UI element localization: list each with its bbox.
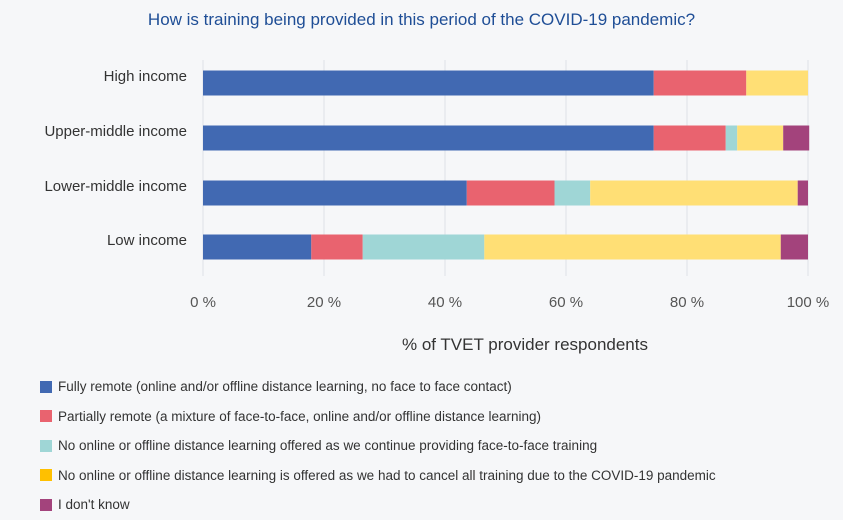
bar-segment bbox=[484, 234, 781, 260]
bar-segment bbox=[311, 234, 363, 260]
bar-segment bbox=[653, 125, 726, 151]
x-tick-label: 100 % bbox=[787, 294, 830, 311]
bar-segment bbox=[554, 180, 591, 206]
legend-label: No online or offline distance learning i… bbox=[58, 467, 716, 483]
bar-segment bbox=[466, 180, 555, 206]
bar-segment bbox=[362, 234, 485, 260]
legend-item: I don't know bbox=[40, 490, 716, 520]
legend-item: Partially remote (a mixture of face-to-f… bbox=[40, 402, 716, 432]
bar-segment bbox=[746, 70, 808, 96]
bar-segment bbox=[653, 70, 747, 96]
bar-segment bbox=[203, 70, 654, 96]
chart-title: How is training being provided in this p… bbox=[147, 10, 696, 29]
legend-swatch bbox=[40, 498, 52, 511]
legend-label: No online or offline distance learning o… bbox=[58, 438, 598, 454]
bar-segment bbox=[783, 125, 810, 151]
x-tick-labels: 0 % 20 % 40 % 60 % 80 % 100 % bbox=[190, 294, 829, 311]
x-tick-label: 20 % bbox=[307, 294, 341, 311]
legend-label: Partially remote (a mixture of face-to-f… bbox=[58, 408, 541, 424]
bar-segment bbox=[797, 180, 808, 206]
bars bbox=[203, 70, 810, 260]
category-label: Lower-middle income bbox=[44, 178, 187, 195]
bar-segment bbox=[590, 180, 798, 206]
legend-swatch bbox=[40, 410, 52, 423]
category-label: Upper-middle income bbox=[44, 123, 187, 140]
bar-segment bbox=[737, 125, 784, 151]
legend-item: No online or offline distance learning o… bbox=[40, 431, 716, 461]
bar-segment bbox=[203, 234, 312, 260]
x-tick-label: 40 % bbox=[428, 294, 462, 311]
bar-segment bbox=[203, 180, 467, 206]
legend-swatch bbox=[40, 469, 52, 482]
x-tick-label: 60 % bbox=[549, 294, 583, 311]
legend-item: Fully remote (online and/or offline dist… bbox=[40, 372, 716, 402]
category-label: High income bbox=[104, 68, 187, 85]
category-label: Low income bbox=[107, 232, 187, 249]
category-labels: High income Upper-middle income Lower-midd… bbox=[44, 68, 187, 249]
legend-label: I don't know bbox=[58, 497, 130, 513]
legend-item: No online or offline distance learning i… bbox=[40, 461, 716, 491]
legend-swatch bbox=[40, 439, 52, 452]
legend: Fully remote (online and/or offline dist… bbox=[40, 372, 716, 520]
bar-segment bbox=[780, 234, 808, 260]
legend-swatch bbox=[40, 380, 52, 393]
legend-label: Fully remote (online and/or offline dist… bbox=[58, 379, 512, 395]
x-axis-title: % of TVET provider respondents bbox=[402, 335, 648, 354]
x-tick-label: 80 % bbox=[670, 294, 704, 311]
bar-segment bbox=[725, 125, 738, 151]
stacked-bar-chart: High income Upper-middle income Lower-midd… bbox=[44, 60, 829, 354]
x-tick-label: 0 % bbox=[190, 294, 216, 311]
bar-segment bbox=[203, 125, 654, 151]
